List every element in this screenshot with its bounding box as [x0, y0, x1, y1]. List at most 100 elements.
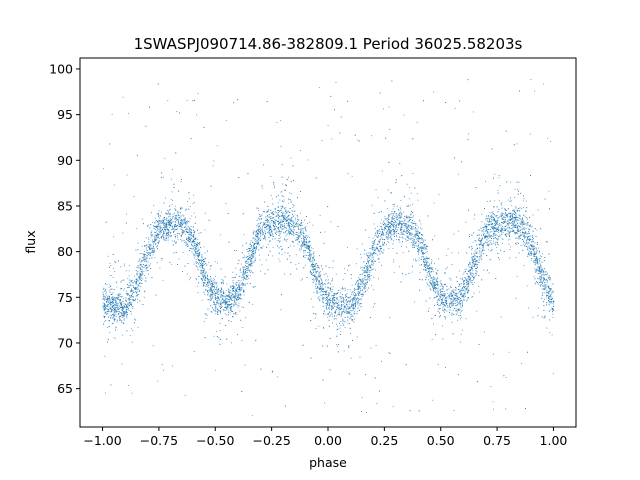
data-point	[243, 234, 245, 236]
data-point	[322, 283, 324, 285]
data-point	[455, 293, 457, 294]
data-point	[149, 263, 151, 265]
data-point	[222, 282, 224, 284]
data-point	[212, 296, 214, 298]
data-point	[149, 258, 151, 260]
data-point	[212, 277, 214, 279]
data-point	[323, 288, 325, 290]
data-point	[210, 290, 212, 292]
data-point	[137, 260, 139, 262]
data-point	[438, 194, 440, 196]
data-point	[375, 189, 377, 191]
data-point	[341, 300, 343, 302]
data-point	[327, 275, 329, 277]
data-point	[483, 269, 485, 271]
data-point	[433, 283, 435, 285]
data-point	[409, 233, 410, 235]
data-point	[341, 298, 343, 300]
data-point	[364, 279, 366, 281]
data-point	[255, 233, 257, 235]
data-point	[374, 240, 375, 242]
data-point	[137, 326, 139, 328]
data-point	[491, 217, 493, 218]
data-point	[193, 212, 195, 214]
data-point	[304, 237, 305, 239]
data-point	[490, 235, 491, 237]
data-point	[464, 296, 466, 298]
data-point	[367, 270, 369, 272]
data-point	[226, 283, 228, 285]
data-point	[482, 244, 484, 246]
data-point	[185, 222, 187, 224]
data-point	[524, 229, 526, 231]
data-point	[331, 289, 333, 290]
data-point	[395, 226, 397, 228]
data-point	[531, 235, 533, 237]
data-point	[239, 275, 241, 277]
data-point	[380, 222, 381, 224]
data-point	[232, 271, 234, 273]
data-point	[109, 291, 111, 293]
data-point	[381, 170, 383, 172]
data-point	[487, 236, 489, 238]
data-point	[325, 291, 327, 293]
data-point	[533, 246, 535, 248]
data-point	[466, 284, 468, 286]
data-point	[414, 236, 416, 238]
data-point	[288, 230, 290, 232]
data-point	[354, 300, 356, 302]
data-point	[312, 266, 314, 268]
data-point	[432, 91, 434, 93]
data-point	[250, 259, 252, 261]
data-point	[114, 317, 115, 319]
data-point	[495, 244, 497, 246]
data-point	[278, 231, 280, 233]
data-point	[500, 214, 502, 216]
data-point	[344, 327, 346, 329]
data-point	[273, 183, 274, 185]
data-point	[139, 260, 140, 262]
data-point	[483, 249, 485, 251]
data-point	[257, 226, 259, 227]
data-point	[129, 304, 131, 305]
data-point	[362, 289, 364, 291]
data-point	[301, 244, 303, 246]
data-point	[434, 282, 436, 283]
data-point	[416, 224, 418, 226]
data-point	[490, 216, 492, 217]
data-point	[281, 213, 283, 215]
data-point	[192, 245, 194, 247]
data-point	[366, 270, 367, 272]
data-point	[205, 257, 206, 259]
data-point	[216, 290, 218, 292]
data-point	[433, 323, 434, 325]
data-point	[136, 284, 138, 286]
data-point	[117, 296, 119, 298]
data-point	[407, 224, 409, 226]
data-point	[534, 271, 536, 273]
data-point	[314, 279, 316, 281]
data-point	[249, 248, 251, 249]
data-point	[203, 268, 205, 270]
data-point	[185, 221, 187, 223]
data-point	[397, 227, 399, 228]
data-point	[394, 220, 396, 222]
data-point	[279, 222, 281, 224]
data-point	[152, 247, 154, 249]
data-point	[237, 334, 238, 335]
data-point	[518, 214, 520, 216]
data-point	[345, 300, 347, 302]
data-point	[119, 308, 121, 309]
data-point	[541, 281, 543, 283]
data-point	[263, 222, 264, 224]
data-point	[111, 294, 113, 295]
data-point	[350, 357, 352, 359]
data-point	[187, 238, 189, 240]
data-point	[371, 262, 373, 264]
data-point	[471, 296, 473, 298]
data-point	[531, 244, 533, 246]
data-point	[484, 235, 486, 237]
data-point	[525, 243, 527, 244]
data-point	[522, 234, 524, 236]
data-point	[428, 265, 430, 266]
